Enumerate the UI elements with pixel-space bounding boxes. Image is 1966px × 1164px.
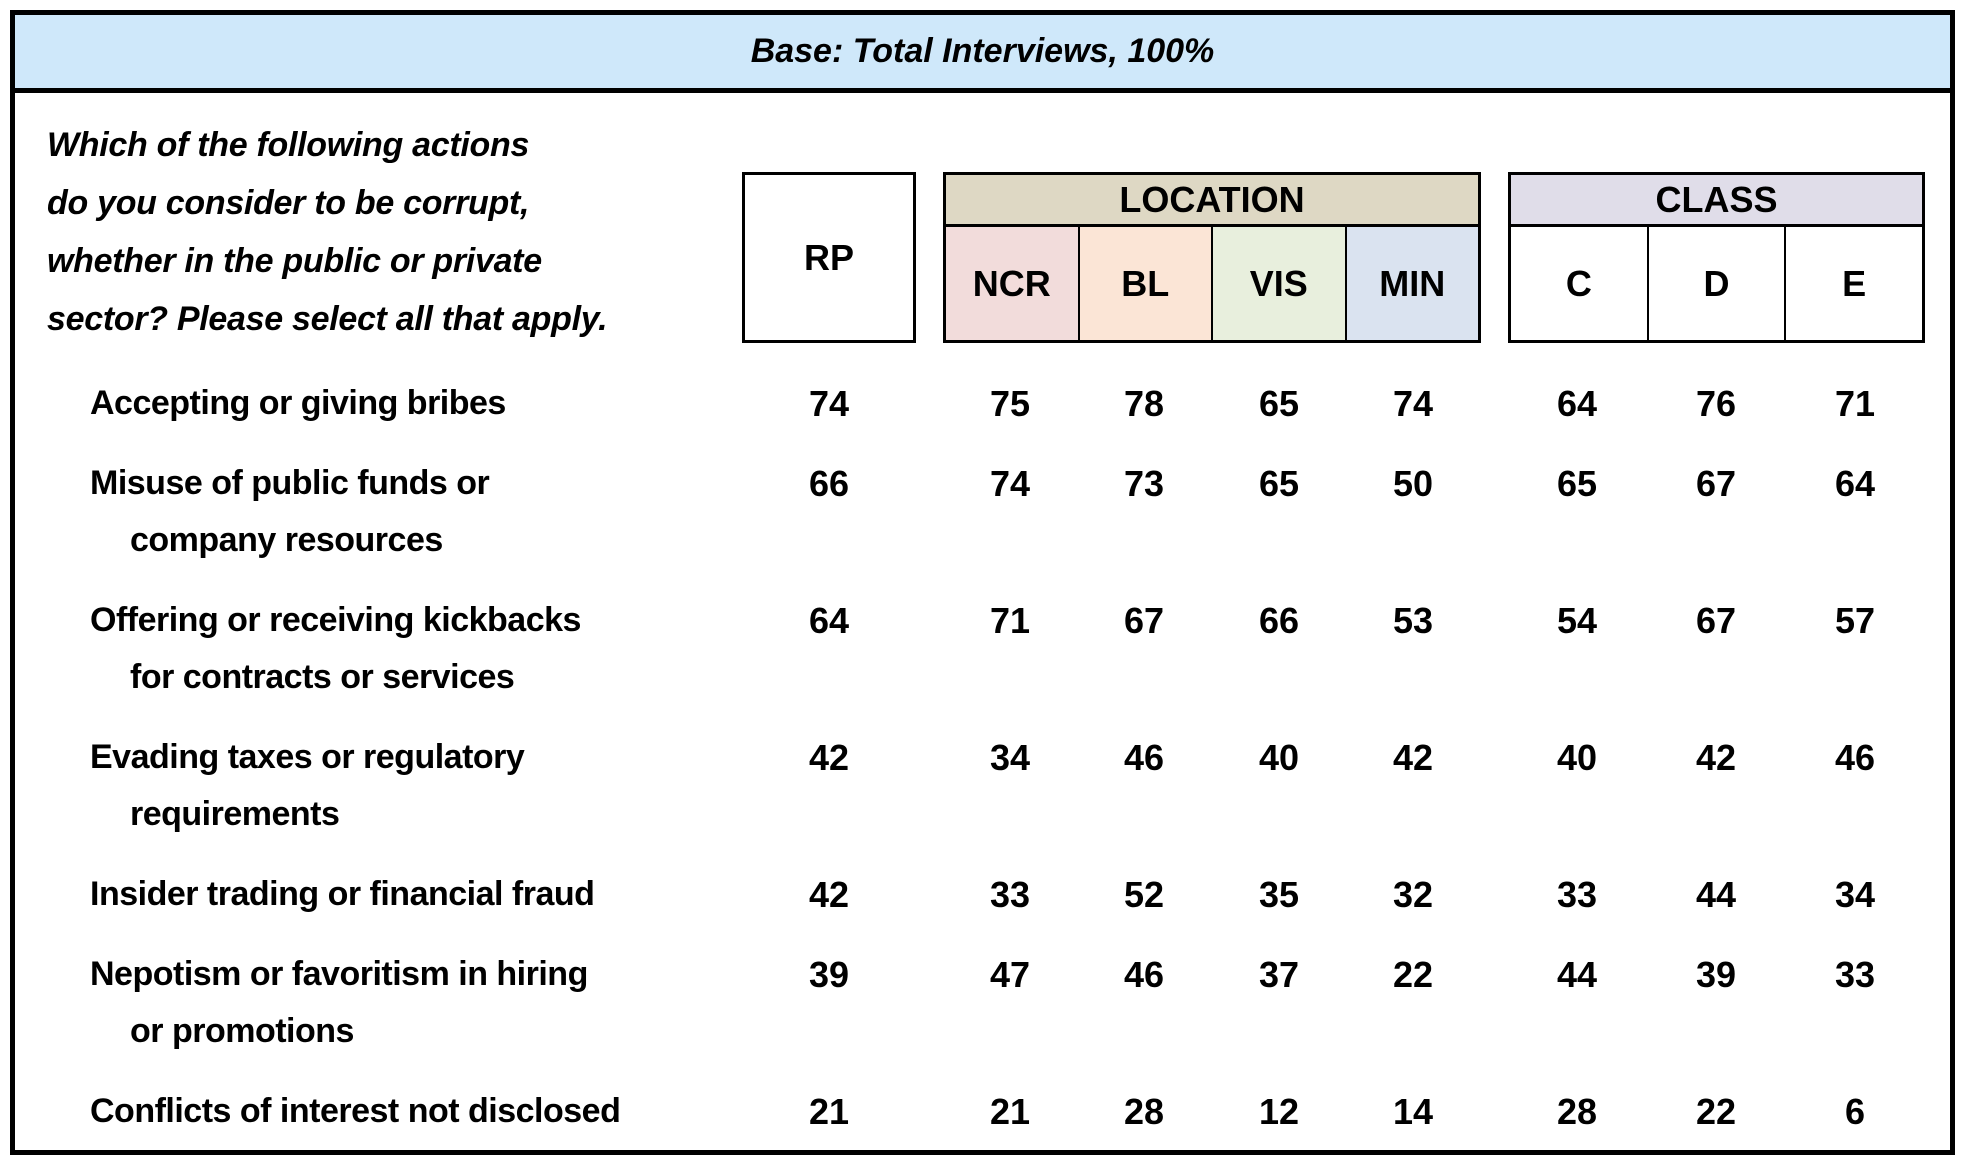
cell-value: 22 (1695, 1091, 1737, 1132)
cell-value: 22 (1392, 954, 1434, 995)
row-label-line: requirements (130, 795, 340, 833)
cell-value: 74 (989, 463, 1031, 504)
cell-value: 42 (808, 874, 850, 915)
cell-value: 14 (1392, 1091, 1434, 1132)
table-row: Offering or receiving kickbacks for contr… (0, 592, 1966, 706)
column-header-vis: VIS (1211, 227, 1345, 340)
cell-value: 12 (1258, 1091, 1300, 1132)
base-bar: Base: Total Interviews, 100% (15, 15, 1950, 93)
row-label-line: Insider trading or financial fraud (90, 875, 595, 913)
cell-value: 67 (1123, 600, 1165, 641)
cell-value: 53 (1392, 600, 1434, 641)
cell-value: 42 (808, 737, 850, 778)
cell-value: 73 (1123, 463, 1165, 504)
table-row: Accepting or giving bribes 74 75 78 65 74 64 76… (0, 375, 1966, 432)
column-header-e: E (1784, 227, 1923, 340)
cell-value: 39 (808, 954, 850, 995)
cell-value: 66 (808, 463, 850, 504)
column-header-min: MIN (1344, 227, 1478, 340)
location-subheaders: NCR BL VIS MIN (946, 227, 1478, 340)
row-label-line: Conflicts of interest not disclosed (90, 1092, 621, 1130)
cell-value: 54 (1556, 600, 1598, 641)
row-label-line: company resources (130, 521, 443, 559)
table-outer-border (10, 10, 1955, 1155)
cell-value: 44 (1695, 874, 1737, 915)
cell-value: 33 (989, 874, 1031, 915)
rp-label: RP (803, 236, 854, 278)
cell-value: 21 (989, 1091, 1031, 1132)
column-group-location: LOCATION NCR BL VIS MIN (943, 172, 1481, 343)
cell-value: 74 (808, 383, 850, 424)
cell-value: 34 (989, 737, 1031, 778)
cell-value: 44 (1556, 954, 1598, 995)
cell-value: 40 (1258, 737, 1300, 778)
base-bar-text: Base: Total Interviews, 100% (750, 32, 1215, 70)
cell-value: 47 (989, 954, 1031, 995)
row-label-line: for contracts or services (130, 658, 515, 696)
cell-value: 33 (1556, 874, 1598, 915)
class-label: CLASS (1655, 178, 1778, 220)
cell-value: 42 (1392, 737, 1434, 778)
cell-value: 71 (989, 600, 1031, 641)
question-text: Which of the following actions do you co… (47, 126, 608, 338)
column-header-d: D (1646, 227, 1785, 340)
cell-value: 35 (1258, 874, 1300, 915)
cell-value: 40 (1556, 737, 1598, 778)
cell-value: 28 (1556, 1091, 1598, 1132)
cell-value: 6 (1844, 1091, 1866, 1132)
cell-value: 46 (1123, 954, 1165, 995)
cell-value: 39 (1695, 954, 1737, 995)
cell-value: 28 (1123, 1091, 1165, 1132)
location-label: LOCATION (1119, 178, 1305, 220)
column-header-rp: RP (742, 172, 916, 343)
cell-value: 21 (808, 1091, 850, 1132)
cell-value: 64 (808, 600, 850, 641)
cell-value: 46 (1834, 737, 1876, 778)
cell-value: 74 (1392, 383, 1434, 424)
cell-value: 42 (1695, 737, 1737, 778)
cell-value: 64 (1556, 383, 1598, 424)
cell-value: 33 (1834, 954, 1876, 995)
cell-value: 71 (1834, 383, 1876, 424)
cell-value: 76 (1695, 383, 1737, 424)
cell-value: 52 (1123, 874, 1165, 915)
cell-value: 50 (1392, 463, 1434, 504)
class-subheaders: C D E (1511, 227, 1923, 340)
cell-value: 65 (1556, 463, 1598, 504)
table-row: Conflicts of interest not disclosed 21 21 2… (0, 1083, 1966, 1140)
cell-value: 75 (989, 383, 1031, 424)
cell-value: 66 (1258, 600, 1300, 641)
column-header-ncr: NCR (946, 227, 1078, 340)
column-group-class: CLASS C D E (1508, 172, 1925, 343)
cell-value: 34 (1834, 874, 1876, 915)
row-label-line: Offering or receiving kickbacks (90, 601, 581, 639)
row-label-line: Nepotism or favoritism in hiring (90, 955, 588, 993)
cell-value: 67 (1695, 600, 1737, 641)
location-group-title: LOCATION (946, 175, 1478, 227)
row-label-line: Accepting or giving bribes (90, 384, 506, 422)
row-label-line: or promotions (130, 1012, 354, 1050)
column-header-bl: BL (1077, 227, 1211, 340)
cell-value: 37 (1258, 954, 1300, 995)
row-label-line: Evading taxes or regulatory (90, 738, 525, 776)
class-group-title: CLASS (1511, 175, 1922, 227)
table-row: Nepotism or favoritism in hiring or promo… (0, 946, 1966, 1060)
cell-value: 65 (1258, 383, 1300, 424)
cell-value: 64 (1834, 463, 1876, 504)
cell-value: 32 (1392, 874, 1434, 915)
table-row: Misuse of public funds or company resourc… (0, 455, 1966, 569)
cell-value: 46 (1123, 737, 1165, 778)
column-header-c: C (1511, 227, 1647, 340)
table-row: Insider trading or financial fraud 42 33 52… (0, 866, 1966, 923)
cell-value: 67 (1695, 463, 1737, 504)
cell-value: 65 (1258, 463, 1300, 504)
row-label-line: Misuse of public funds or (90, 464, 490, 502)
cell-value: 57 (1834, 600, 1876, 641)
table-row: Evading taxes or regulatory requirements 4… (0, 729, 1966, 843)
cell-value: 78 (1123, 383, 1165, 424)
